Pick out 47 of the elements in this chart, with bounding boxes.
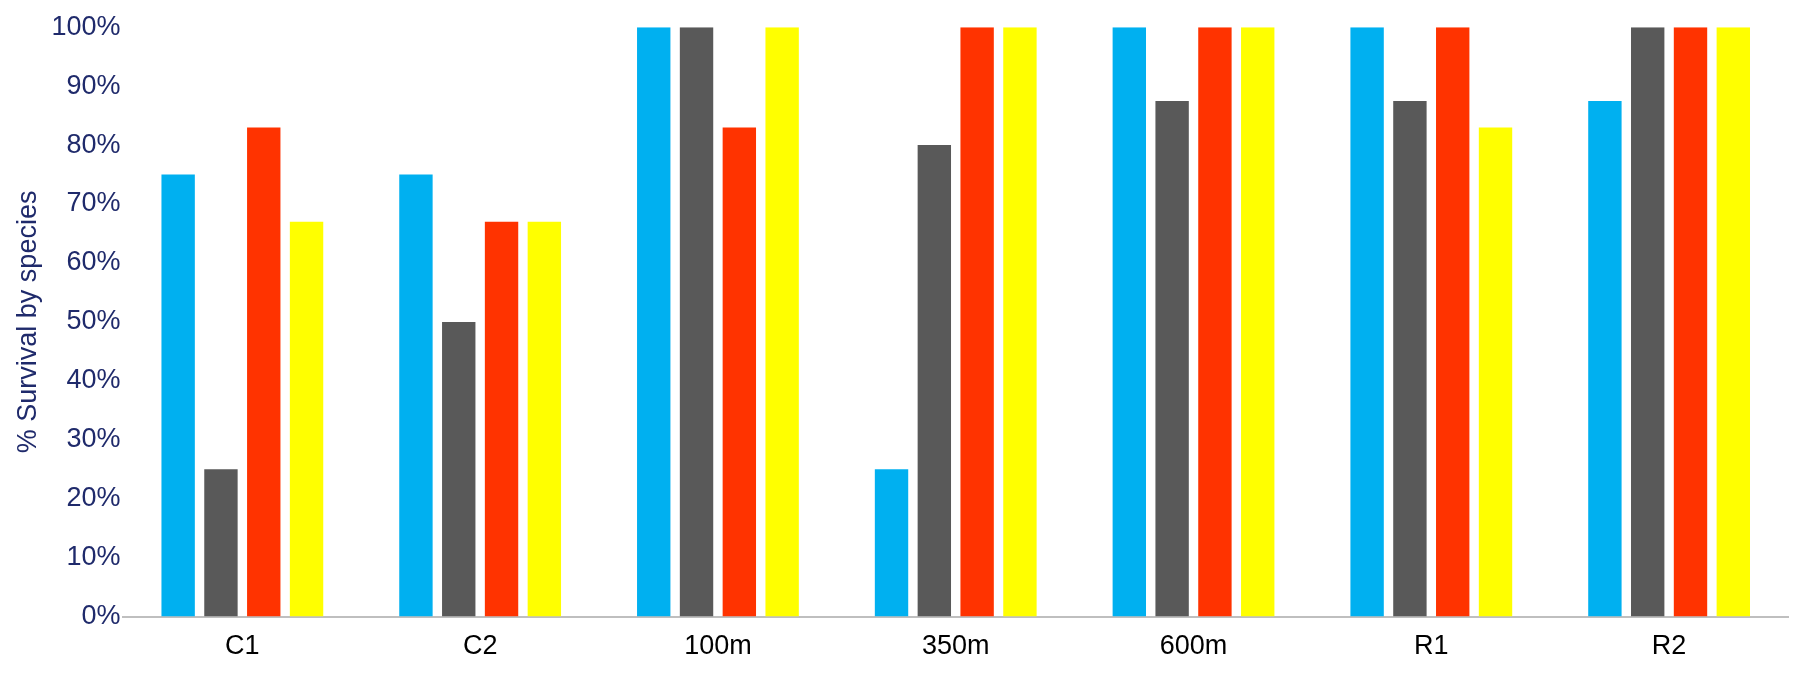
y-tick-label: 0% xyxy=(81,600,121,631)
bar xyxy=(637,27,671,617)
bar xyxy=(1393,100,1427,617)
bar xyxy=(399,174,433,617)
bar xyxy=(442,321,476,617)
bar xyxy=(874,469,909,617)
y-tick-label: 60% xyxy=(66,246,121,277)
bar xyxy=(1436,27,1470,617)
y-tick-label: 90% xyxy=(66,69,121,100)
bar xyxy=(1673,27,1708,617)
y-tick-label: 30% xyxy=(66,423,121,454)
bar xyxy=(960,27,994,617)
x-tick-label: 350m xyxy=(921,630,990,661)
bar xyxy=(1350,27,1384,617)
bar xyxy=(765,27,799,617)
bar xyxy=(289,221,324,617)
bar xyxy=(204,469,238,617)
bar xyxy=(722,127,757,617)
y-tick-label: 10% xyxy=(66,541,121,572)
y-axis-title: % Survival by species xyxy=(11,190,42,454)
y-tick-label: 40% xyxy=(66,364,121,395)
x-tick-label: 600m xyxy=(1159,630,1228,661)
y-tick-label: 80% xyxy=(66,128,121,159)
y-tick-label: 50% xyxy=(66,305,121,336)
x-tick-label: R1 xyxy=(1414,630,1449,661)
bar xyxy=(1003,27,1037,617)
bar xyxy=(1631,27,1665,617)
x-tick-label: C2 xyxy=(462,630,498,661)
y-tick-label: 20% xyxy=(66,482,121,513)
bar xyxy=(161,174,195,617)
bar xyxy=(1198,27,1232,617)
y-tick-label: 100% xyxy=(51,10,121,41)
bar xyxy=(1716,27,1750,617)
bar xyxy=(247,127,281,617)
bar xyxy=(1241,27,1275,617)
x-tick-label: C1 xyxy=(225,630,260,661)
bar xyxy=(1478,127,1513,617)
bar xyxy=(527,221,562,617)
bar xyxy=(484,221,519,617)
bar xyxy=(1112,27,1147,617)
bar xyxy=(1588,100,1622,617)
x-tick-label: 100m xyxy=(684,630,752,661)
bar xyxy=(917,145,952,617)
x-tick-label: R2 xyxy=(1651,630,1687,661)
bar xyxy=(679,27,714,617)
y-tick-label: 70% xyxy=(66,187,121,218)
bar xyxy=(1155,100,1189,617)
